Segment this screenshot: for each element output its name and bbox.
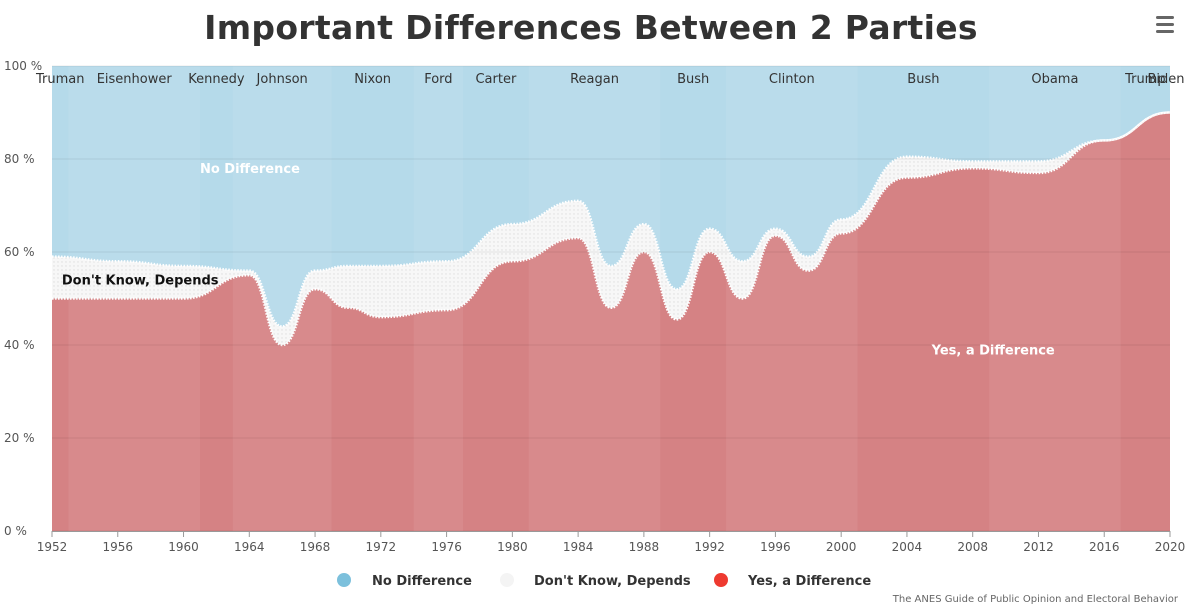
x-tick-label: 1988 [629,540,660,554]
presidency-label: Obama [1031,72,1078,87]
presidency-band [528,66,661,531]
x-tick-label: 2016 [1089,540,1120,554]
x-tick-label: 1956 [102,540,133,554]
x-tick-label: 2008 [957,540,988,554]
presidency-label: Bush [677,72,709,87]
x-tick-label: 1964 [234,540,265,554]
x-tick-label: 1980 [497,540,528,554]
area-label: Don't Know, Depends [62,274,219,289]
presidency-band [726,66,858,531]
presidency-band [68,66,200,531]
presidency-label: Ford [424,72,452,87]
source-credit: The ANES Guide of Public Opinion and Ele… [892,594,1178,605]
presidency-label: Clinton [769,72,815,87]
x-tick-label: 1952 [37,540,68,554]
area-label: Yes, a Difference [931,343,1055,358]
presidency-label: Carter [475,72,516,87]
area-dont-know-depends [52,112,1170,345]
x-tick-label: 1996 [760,540,791,554]
presidency-label: Johnson [256,72,308,87]
legend-symbol [714,573,728,587]
area-label: No Difference [200,162,300,177]
x-tick-label: 2000 [826,540,857,554]
x-tick-label: 1976 [431,540,462,554]
presidency-label: Biden [1147,72,1184,87]
legend-label: Don't Know, Depends [534,574,691,589]
legend-label: Yes, a Difference [747,574,871,589]
x-tick-label: 1968 [300,540,331,554]
presidency-band [232,66,332,531]
presidency-label: Kennedy [188,72,245,87]
presidency-band [989,66,1121,531]
legend-label: No Difference [372,574,472,589]
presidency-label: Reagan [570,72,619,87]
edge-yes-a-difference [51,111,1171,347]
hamburger-menu-icon[interactable] [1152,16,1180,38]
legend-item[interactable]: Yes, a Difference [714,573,871,589]
y-tick-label: 40 % [4,338,35,352]
area-yes-a-difference [52,112,1170,531]
y-tick-label: 100 % [4,59,42,73]
x-tick-label: 1972 [366,540,397,554]
y-tick-label: 80 % [4,152,35,166]
y-tick-label: 60 % [4,245,35,259]
edge-dont-know-depends [51,111,1171,328]
chart-title: Important Differences Between 2 Parties [204,8,978,47]
x-tick-label: 1984 [563,540,594,554]
presidency-label: Nixon [354,72,391,87]
presidency-band [413,66,464,531]
presidency-label: Trump [1124,72,1166,87]
x-tick-label: 2020 [1155,540,1186,554]
x-tick-label: 1992 [694,540,725,554]
presidency-label: Bush [907,72,939,87]
x-tick-label: 2004 [892,540,923,554]
y-tick-label: 20 % [4,431,35,445]
legend-item[interactable]: No Difference [337,573,472,589]
y-tick-label: 0 % [4,524,27,538]
legend-item[interactable]: Don't Know, Depends [500,573,691,589]
legend-symbol [337,573,351,587]
presidency-label: Truman [35,72,84,87]
x-tick-label: 1960 [168,540,199,554]
presidency-label: Eisenhower [97,72,173,87]
legend-symbol [500,573,514,587]
x-tick-label: 2012 [1023,540,1054,554]
